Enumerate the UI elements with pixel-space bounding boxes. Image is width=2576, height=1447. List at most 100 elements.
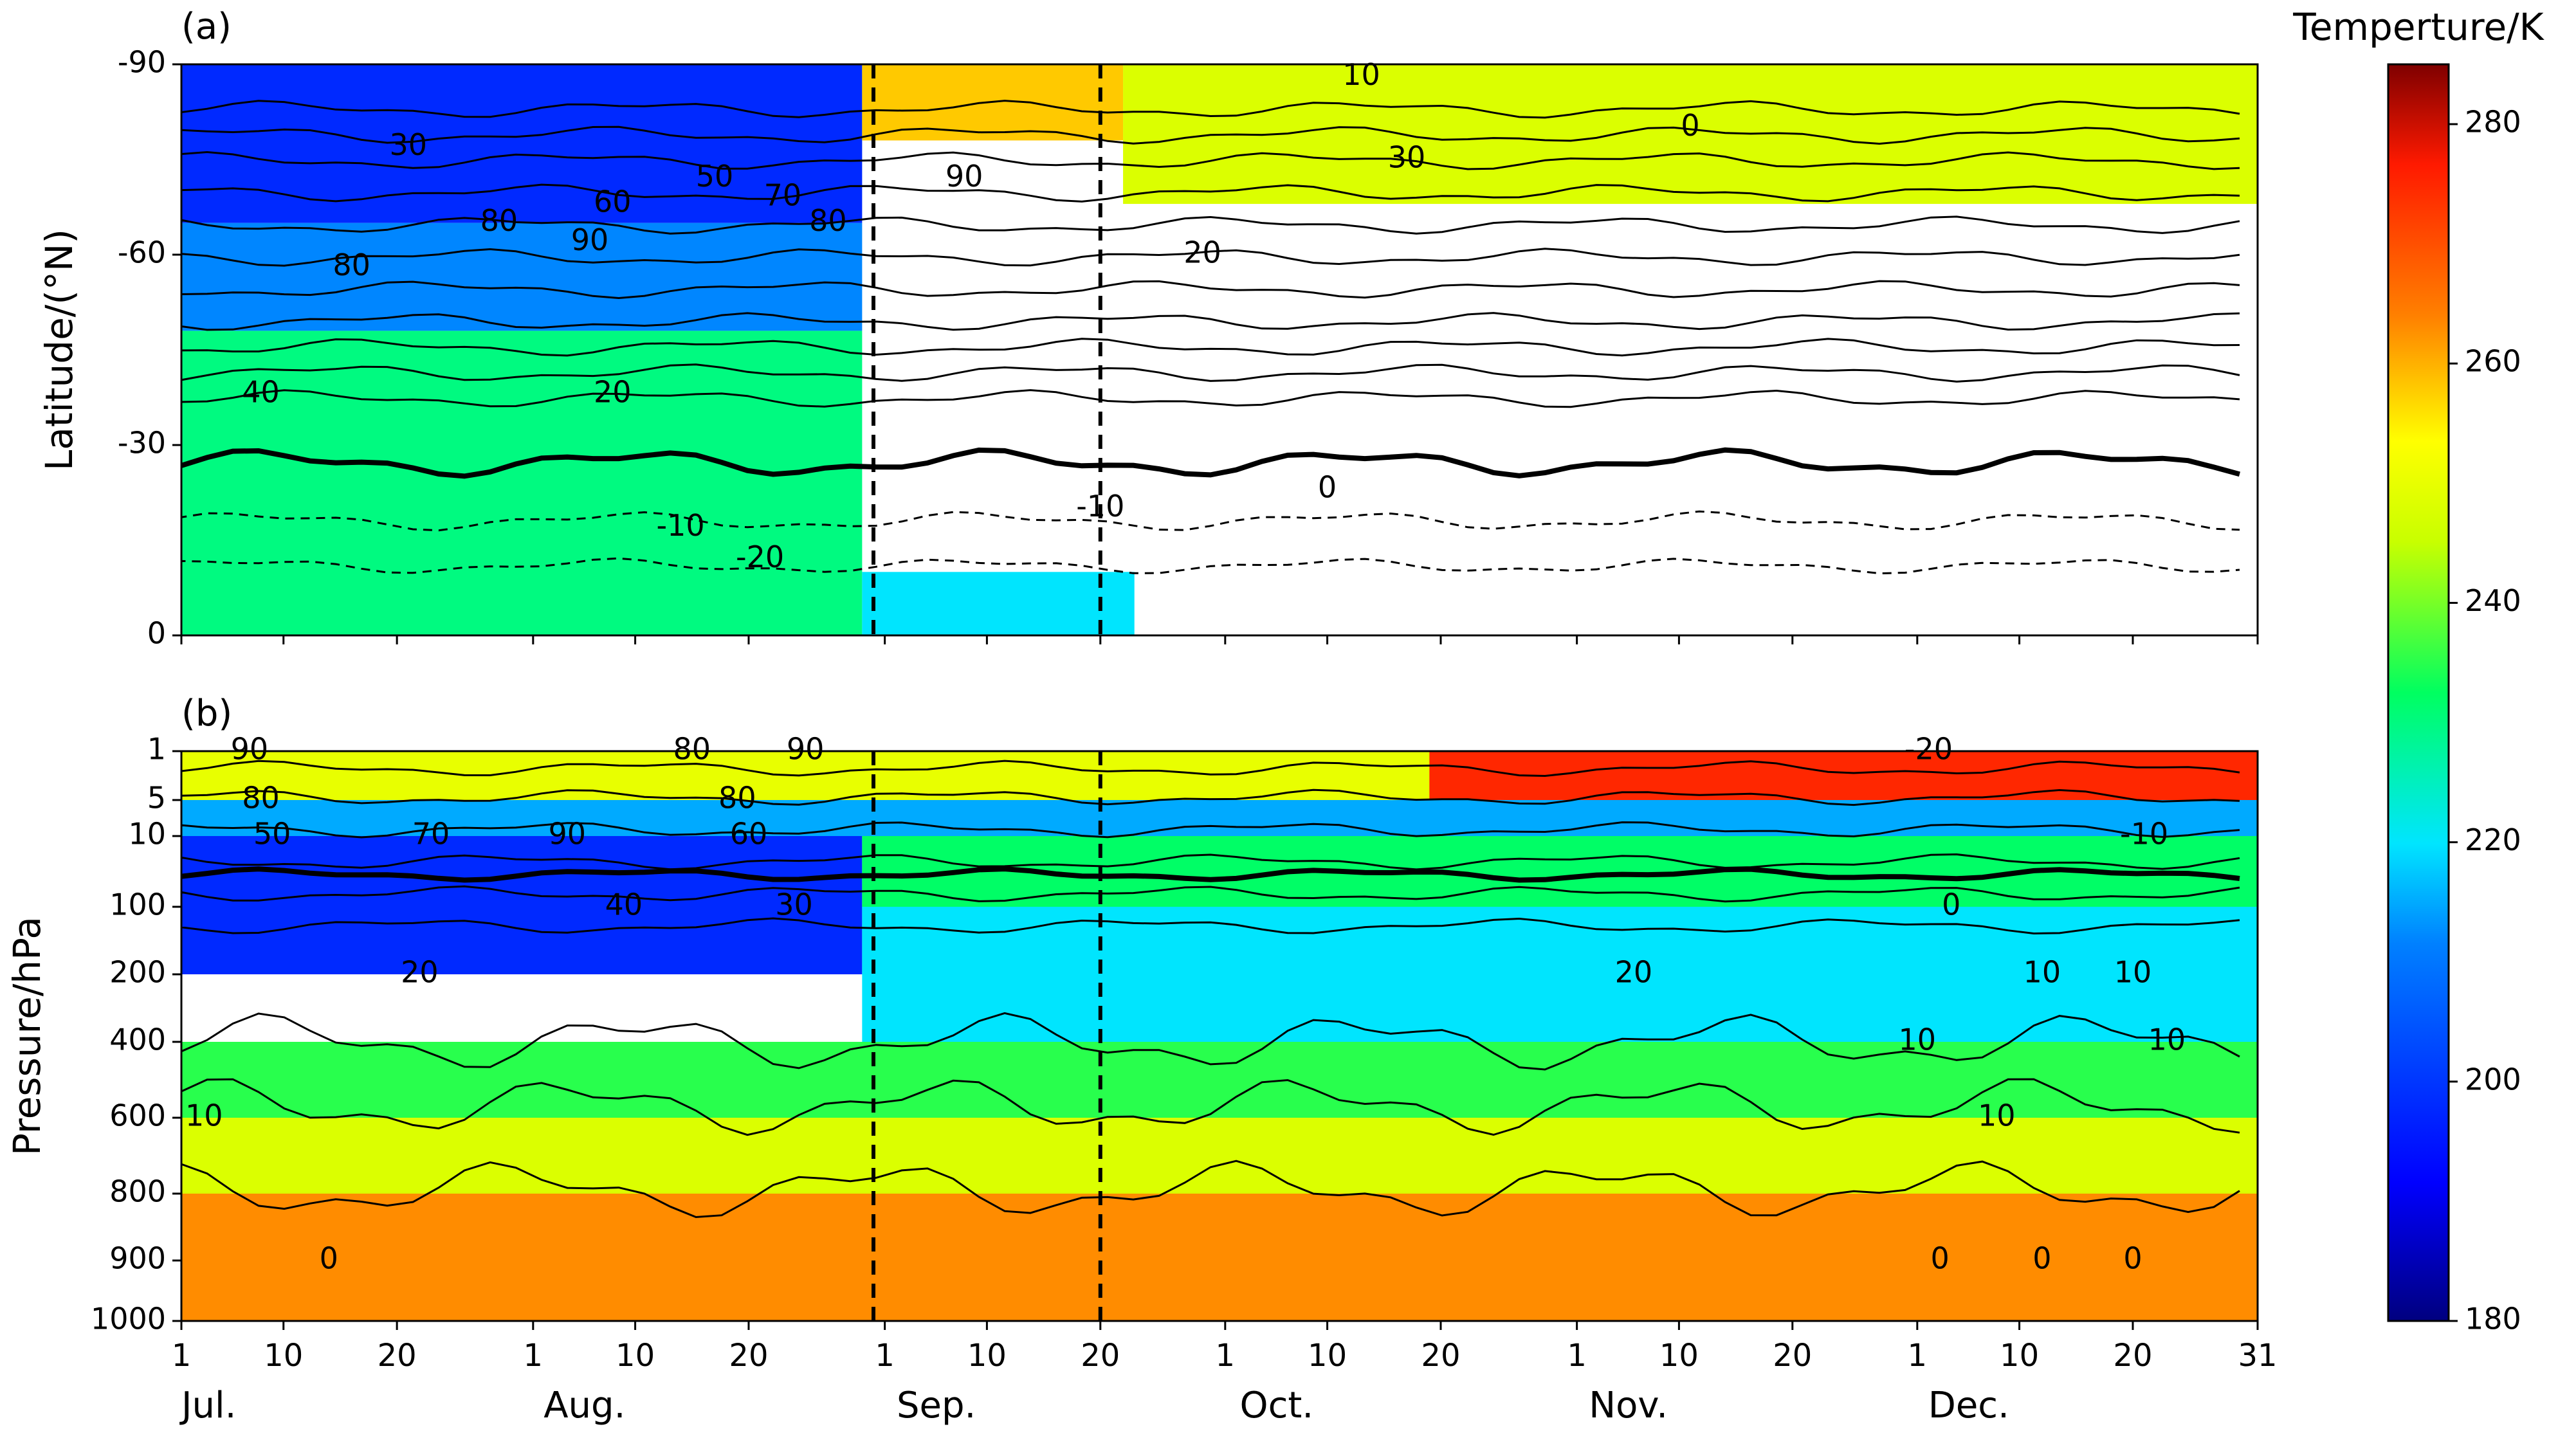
colorbar-ticks: 180 200 220 240 260 280 — [2449, 105, 2521, 1336]
contour-label: 70 — [412, 817, 450, 851]
x-tick-label: 1 — [524, 1338, 544, 1374]
contour-label: 90 — [231, 732, 269, 767]
x-tick-label: 20 — [1081, 1338, 1120, 1374]
panel-b-contour-line — [181, 1012, 2240, 1071]
panel-a-ylabel: Latitude/(°N) — [37, 229, 81, 471]
month-label: Aug. — [544, 1385, 625, 1426]
panel-b-contour-line — [181, 760, 2240, 778]
month-label: Dec. — [1928, 1385, 2009, 1426]
contour-label: 0 — [2123, 1241, 2142, 1276]
y-tick-label: 5 — [147, 781, 166, 815]
panel-a-y-ticks: -90 -60 -30 0 — [118, 45, 181, 651]
x-tick-label: 1 — [1216, 1338, 1236, 1374]
panel-b-contour-line — [181, 1160, 2240, 1219]
x-tick-label: 20 — [2113, 1338, 2152, 1374]
panel-a-contours — [181, 64, 2241, 635]
y-tick-label: 100 — [109, 887, 166, 922]
panel-a-contour-line — [181, 312, 2240, 331]
contour-label: 20 — [1183, 235, 1221, 270]
contour-label: -10 — [2120, 817, 2168, 851]
panel-b-zero-contour — [181, 866, 2240, 883]
contour-label: 0 — [320, 1241, 338, 1276]
y-tick-label: 900 — [109, 1241, 166, 1276]
panel-b-region-1 — [181, 800, 2258, 836]
contour-label: 10 — [1899, 1023, 1937, 1057]
y-tick-label: 200 — [109, 955, 166, 990]
colorbar-tick-label: 260 — [2465, 344, 2521, 379]
panel-b-region-5 — [181, 1042, 2258, 1118]
contour-label: 0 — [1930, 1241, 1949, 1276]
panel-b-region-8 — [1429, 751, 2258, 800]
contour-label: -20 — [1905, 732, 1953, 767]
panel-b-contour-line — [181, 788, 2240, 806]
panel-a-contour-line — [181, 215, 2240, 235]
panel-b-region-2 — [181, 836, 863, 974]
x-tick-label: 20 — [1773, 1338, 1812, 1374]
x-tick-label: 1 — [1567, 1338, 1587, 1374]
colorbar-tick-label: 180 — [2465, 1302, 2521, 1336]
contour-label: 90 — [945, 159, 983, 194]
panel-b-region-7 — [181, 1194, 2258, 1321]
y-tick-label: 1 — [147, 732, 166, 767]
x-tick-label: 10 — [1659, 1338, 1699, 1374]
colorbar-gradient — [2387, 63, 2450, 1322]
panel-b-month-labels: Jul. Aug. Sep. Oct. Nov. Dec. — [179, 1385, 2009, 1426]
contour-label: 40 — [242, 375, 280, 410]
contour-label: 60 — [594, 185, 632, 219]
panel-b-contour-line — [181, 821, 2240, 839]
contour-label: 30 — [390, 127, 428, 162]
panel-a-contour-line — [181, 248, 2240, 267]
panel-a-contour-line — [181, 183, 2240, 203]
colorbar: Temperture/K 180 200 220 240 260 280 — [2292, 5, 2544, 1336]
contour-label: 10 — [1342, 57, 1380, 92]
y-tick-label: 600 — [109, 1098, 166, 1133]
contour-label: 10 — [2114, 955, 2152, 990]
y-tick-label: -60 — [118, 235, 166, 270]
contour-label: 70 — [764, 178, 802, 213]
panel-a-region-5 — [862, 572, 1135, 635]
panel-a-label: (a) — [181, 6, 232, 48]
contour-label: 0 — [1942, 887, 1960, 922]
x-tick-label: 10 — [967, 1338, 1007, 1374]
contour-label: 40 — [605, 887, 643, 922]
colorbar-label: Temperture/K — [2292, 5, 2544, 49]
panel-b-contour-line — [181, 1078, 2240, 1136]
contour-label: 80 — [333, 248, 370, 282]
x-tick-label: 10 — [616, 1338, 655, 1374]
contour-label: 80 — [480, 203, 518, 238]
month-label: Jul. — [179, 1385, 236, 1426]
panel-b-frame — [180, 750, 2259, 1322]
panel-b-region-4 — [862, 907, 2258, 1042]
colorbar-tick-label: 220 — [2465, 823, 2521, 857]
x-tick-label: 1 — [172, 1338, 192, 1374]
x-tick-label: 20 — [729, 1338, 768, 1374]
panel-b-ylabel: Pressure/hPa — [5, 916, 49, 1156]
contour-label: -20 — [736, 540, 784, 574]
panel-b-contour-line — [181, 885, 2240, 903]
month-label: Sep. — [897, 1385, 976, 1426]
panel-a-contour-line — [181, 150, 2240, 170]
panel-a-contour-line — [181, 100, 2240, 119]
y-tick-label: 800 — [109, 1174, 166, 1209]
contour-label: 60 — [730, 817, 768, 851]
panel-a-contour-line — [181, 280, 2240, 300]
panel-a-dashed-contour — [181, 510, 2240, 532]
x-tick-label: 10 — [1308, 1338, 1347, 1374]
contour-label: 0 — [2032, 1241, 2051, 1276]
panel-a-region-4 — [1123, 64, 2258, 205]
panel-a-contour-line — [181, 363, 2240, 383]
contour-label: 80 — [809, 203, 847, 238]
panel-a-contour-line — [181, 389, 2240, 408]
panel-a-contour-line — [181, 338, 2240, 357]
colorbar-tick-label: 240 — [2465, 583, 2521, 618]
contour-label: 20 — [401, 955, 439, 990]
contour-label: 30 — [775, 887, 813, 922]
contour-label: 20 — [594, 375, 632, 410]
panel-b-contour-line — [181, 917, 2240, 935]
y-tick-label: 10 — [128, 817, 166, 851]
x-tick-label: 31 — [2238, 1338, 2277, 1374]
contour-label: 90 — [571, 223, 609, 257]
contour-label: 10 — [2148, 1023, 2186, 1057]
contour-label: 80 — [718, 781, 756, 815]
